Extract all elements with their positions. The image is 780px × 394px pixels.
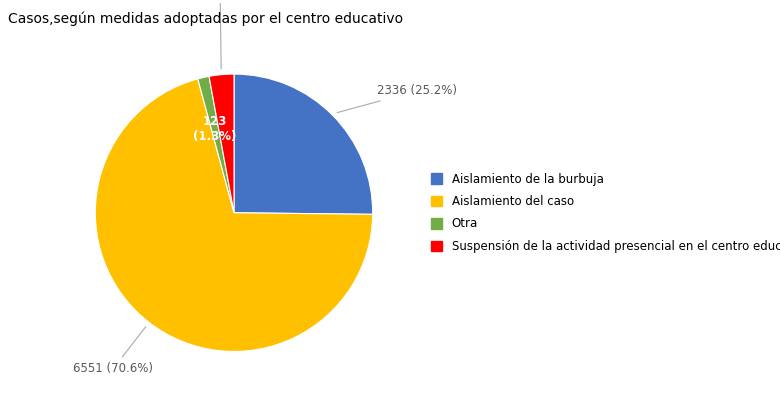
Wedge shape: [234, 74, 373, 214]
Text: 6551 (70.6%): 6551 (70.6%): [73, 327, 154, 375]
Wedge shape: [198, 76, 234, 213]
Legend: Aislamiento de la burbuja, Aislamiento del caso, Otra, Suspensión de la activida: Aislamiento de la burbuja, Aislamiento d…: [431, 173, 780, 253]
Text: 123
(1.3%): 123 (1.3%): [193, 115, 236, 143]
Wedge shape: [95, 79, 373, 351]
Text: 267 (2.9%): 267 (2.9%): [187, 0, 253, 69]
Wedge shape: [209, 74, 234, 213]
Text: 2336 (25.2%): 2336 (25.2%): [337, 84, 457, 113]
Text: Casos,según medidas adoptadas por el centro educativo: Casos,según medidas adoptadas por el cen…: [8, 12, 403, 26]
